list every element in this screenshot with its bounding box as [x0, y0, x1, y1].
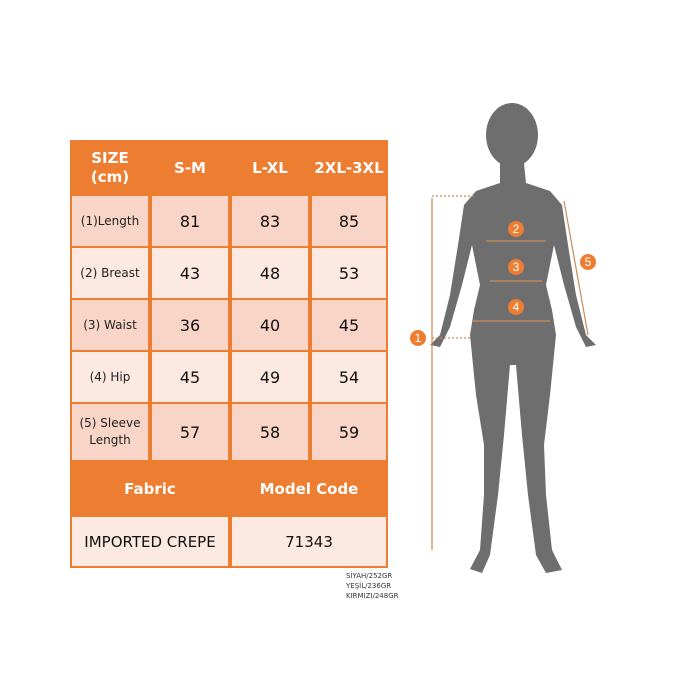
fabric-header: Fabric — [124, 479, 176, 498]
row-value: 57 — [152, 404, 228, 460]
row-label: (5) Sleeve Length — [72, 404, 148, 460]
model-code-value: 71343 — [232, 517, 386, 566]
silhouette — [430, 103, 596, 573]
row-value: 36 — [152, 300, 228, 350]
row-value: 43 — [152, 248, 228, 298]
row-value: 54 — [312, 352, 386, 402]
size-2xl3xl-header: 2XL-3XL — [314, 159, 384, 177]
weight-green: YEŞİL/236GR — [346, 582, 392, 590]
weight-black: SİYAH/252GR — [346, 572, 393, 580]
marker-3-icon — [508, 259, 524, 275]
marker-4-icon — [508, 299, 524, 315]
size-chart-table: SIZE (cm) S-M L-XL 2XL-3XL (1)Length 81 83… — [70, 140, 388, 568]
row-value: 85 — [312, 196, 386, 246]
marker-1-label: 1 — [415, 331, 422, 345]
size-header: SIZE (cm) — [90, 149, 130, 186]
row-label: (3) Waist — [72, 300, 148, 350]
row-value: 81 — [152, 196, 228, 246]
row-value: 48 — [232, 248, 308, 298]
sleeve-line — [563, 200, 589, 336]
row-label: (4) Hip — [72, 352, 148, 402]
size-lxl-header: L-XL — [252, 159, 288, 177]
measurement-lines — [431, 195, 589, 550]
body-silhouette-figure: 1 2 3 4 5 — [410, 103, 596, 573]
marker-3-label: 3 — [513, 260, 520, 274]
weight-red: KIRMIZI/248GR — [346, 592, 399, 600]
row-value: 45 — [152, 352, 228, 402]
row-value: 40 — [232, 300, 308, 350]
markers: 1 2 3 4 5 — [410, 221, 596, 346]
row-value: 49 — [232, 352, 308, 402]
marker-4-label: 4 — [513, 300, 520, 314]
row-value: 58 — [232, 404, 308, 460]
color-weights: SİYAH/252GR YEŞİL/236GR KIRMIZI/248GR — [346, 571, 399, 601]
fabric-value: IMPORTED CREPE — [72, 517, 228, 566]
marker-2-label: 2 — [513, 222, 520, 236]
model-code-header: Model Code — [259, 479, 359, 498]
row-value: 83 — [232, 196, 308, 246]
row-value: 59 — [312, 404, 386, 460]
marker-2-icon — [508, 221, 524, 237]
marker-1-icon — [410, 330, 426, 346]
marker-5-icon — [580, 254, 596, 270]
row-value: 45 — [312, 300, 386, 350]
size-sm-header: S-M — [174, 159, 206, 177]
row-label: (2) Breast — [72, 248, 148, 298]
row-label: (1)Length — [72, 196, 148, 246]
row-value: 53 — [312, 248, 386, 298]
marker-5-label: 5 — [585, 255, 592, 269]
